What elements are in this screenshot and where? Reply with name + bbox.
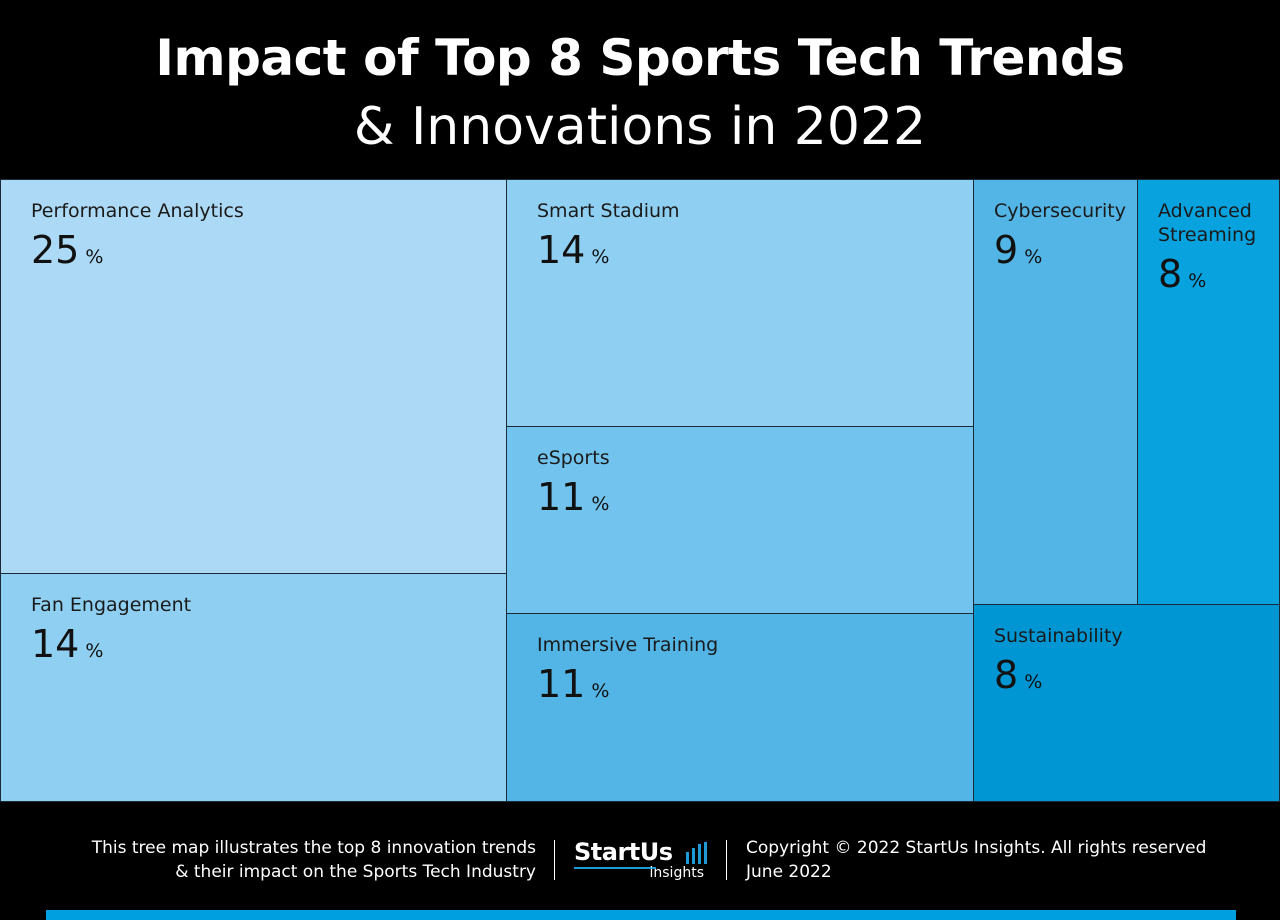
tile-value: 25% bbox=[31, 228, 103, 279]
tile-value-number: 25 bbox=[31, 228, 80, 272]
treemap-tile-cybersecurity: Cybersecurity 9% bbox=[973, 179, 1138, 605]
tile-value-unit: % bbox=[1024, 671, 1043, 693]
chart-subtitle: & Innovations in 2022 bbox=[353, 97, 927, 157]
treemap-tile-performance-analytics: Performance Analytics 25% bbox=[0, 179, 507, 574]
tile-label: Fan Engagement bbox=[31, 594, 192, 616]
footer-divider-left bbox=[554, 840, 555, 880]
treemap-tile-fan-engagement: Fan Engagement 14% bbox=[0, 573, 507, 802]
tile-value: 11% bbox=[537, 475, 609, 526]
tile-value-unit: % bbox=[591, 680, 610, 702]
chart-title: Impact of Top 8 Sports Tech Trends bbox=[155, 29, 1125, 87]
treemap-tile-sustainability: Sustainability 8% bbox=[973, 604, 1280, 802]
bottom-accent-bar bbox=[46, 910, 1236, 920]
treemap-tile-immersive-training: Immersive Training 11% bbox=[506, 613, 974, 802]
tile-label: Sustainability bbox=[994, 625, 1123, 647]
tile-value-number: 14 bbox=[537, 228, 586, 272]
tile-label: Performance Analytics bbox=[31, 200, 244, 222]
treemap-tile-esports: eSports 11% bbox=[506, 426, 974, 614]
tile-label: Immersive Training bbox=[537, 634, 719, 656]
tile-value-number: 14 bbox=[31, 622, 80, 666]
tile-label: Advanced Streaming bbox=[1158, 200, 1257, 246]
tile-label: Smart Stadium bbox=[537, 200, 680, 222]
tile-value-unit: % bbox=[85, 246, 104, 268]
tile-value-number: 11 bbox=[537, 662, 586, 706]
tile-value: 11% bbox=[537, 662, 609, 713]
tile-value: 14% bbox=[537, 228, 609, 279]
tile-value-unit: % bbox=[591, 493, 610, 515]
logo-wordmark: StartUs bbox=[574, 838, 673, 866]
tile-label: Cybersecurity bbox=[994, 200, 1126, 222]
tile-value-number: 9 bbox=[994, 228, 1019, 272]
tile-value-number: 8 bbox=[1158, 252, 1183, 296]
footer-description: This tree map illustrates the top 8 inno… bbox=[92, 836, 536, 884]
copyright-text: Copyright © 2022 StartUs Insights. All r… bbox=[746, 838, 1207, 858]
footer-copyright-block: Copyright © 2022 StartUs Insights. All r… bbox=[746, 836, 1206, 884]
startus-insights-logo: StartUs insights bbox=[574, 838, 710, 882]
tile-value: 14% bbox=[31, 622, 103, 673]
tile-value-unit: % bbox=[1188, 270, 1207, 292]
chart-header: Impact of Top 8 Sports Tech Trends & Inn… bbox=[0, 0, 1280, 179]
treemap-tile-advanced-streaming: Advanced Streaming 8% bbox=[1137, 179, 1280, 605]
treemap-tile-smart-stadium: Smart Stadium 14% bbox=[506, 179, 974, 427]
footer-description-line2: & their impact on the Sports Tech Indust… bbox=[175, 862, 536, 882]
bar-chart-icon bbox=[686, 842, 707, 864]
tile-value: 9% bbox=[994, 228, 1042, 279]
publication-date: June 2022 bbox=[746, 862, 832, 882]
logo-subtext: insights bbox=[649, 865, 705, 881]
tile-value: 8% bbox=[1158, 252, 1206, 303]
logo-underline bbox=[574, 867, 656, 869]
tile-label: eSports bbox=[537, 447, 610, 469]
tile-value-unit: % bbox=[85, 640, 104, 662]
footer-divider-right bbox=[726, 840, 727, 880]
tile-value: 8% bbox=[994, 653, 1042, 704]
tile-value-number: 8 bbox=[994, 653, 1019, 697]
tile-value-unit: % bbox=[1024, 246, 1043, 268]
treemap-chart: Performance Analytics 25% Fan Engagement 14… bbox=[0, 179, 1280, 802]
footer: This tree map illustrates the top 8 inno… bbox=[0, 802, 1280, 920]
footer-description-line1: This tree map illustrates the top 8 inno… bbox=[91, 838, 536, 858]
tile-value-unit: % bbox=[591, 246, 610, 268]
tile-value-number: 11 bbox=[537, 475, 586, 519]
